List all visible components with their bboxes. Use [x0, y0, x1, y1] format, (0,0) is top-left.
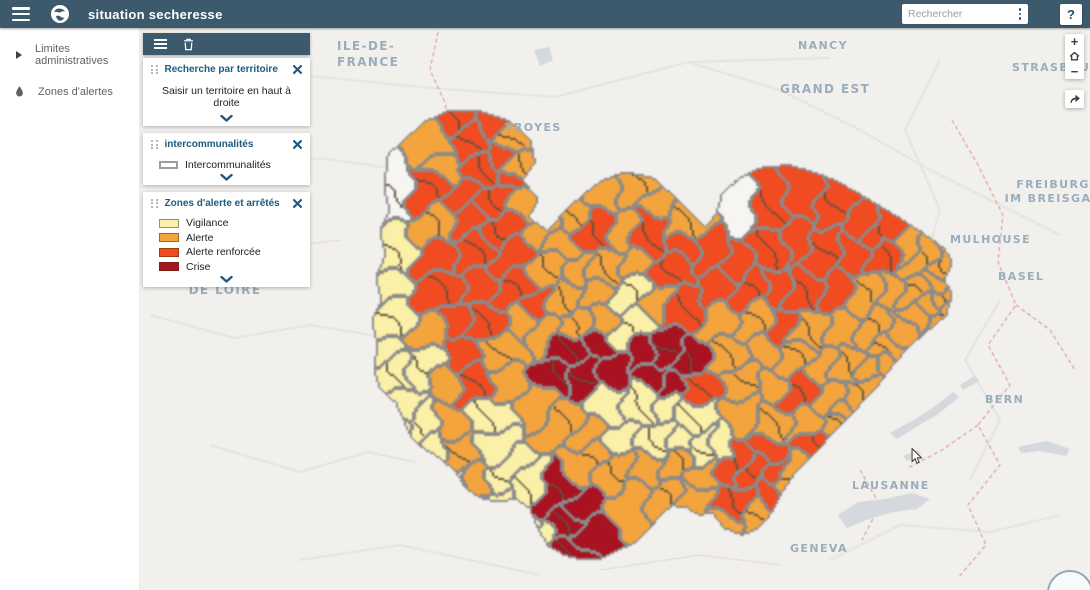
legend-label: Vigilance: [186, 217, 229, 229]
sidebar-item-label: Limites administratives: [35, 43, 109, 67]
zoom-out-button[interactable]: −: [1065, 64, 1084, 79]
zoom-in-button[interactable]: +: [1065, 34, 1084, 49]
search-box: [902, 4, 1028, 24]
sidebar-item-limites-administratives[interactable]: Limites administratives: [0, 34, 139, 76]
legend-item: Intercommunalités: [159, 159, 302, 171]
alerte-swatch: [159, 233, 179, 242]
drag-handle-icon[interactable]: [151, 65, 159, 74]
globe-icon: [51, 5, 69, 23]
trash-icon[interactable]: [183, 38, 194, 51]
sidebar-item-zones-alertes[interactable]: Zones d'alertes: [0, 76, 139, 107]
chevron-right-icon: [16, 51, 22, 59]
panel-recherche-par-territoire: Recherche par territoire Saisir un terri…: [143, 58, 310, 126]
sidebar-item-label: Zones d'alertes: [38, 85, 113, 98]
chevron-down-icon[interactable]: [220, 115, 233, 122]
drag-handle-icon[interactable]: [151, 198, 159, 208]
intercommunalites-swatch: [159, 160, 178, 169]
help-button[interactable]: ?: [1060, 3, 1082, 25]
panel-body-text: Saisir un territoire en haut à droite: [162, 85, 291, 109]
app-title: situation secheresse: [88, 6, 223, 22]
legend-item: Alerte: [159, 232, 302, 244]
panel-title: Recherche par territoire: [164, 64, 278, 75]
widget-stack: Recherche par territoire Saisir un terri…: [143, 33, 310, 287]
close-icon[interactable]: [293, 198, 302, 208]
app-header: situation secheresse ?: [0, 0, 1090, 28]
share-arrow-icon: [1069, 94, 1080, 103]
legend-label: Alerte: [186, 231, 214, 244]
legend-label: Intercommunalités: [185, 158, 271, 171]
list-icon[interactable]: [154, 39, 167, 49]
legend-item: Vigilance: [159, 217, 302, 229]
droplet-icon: [16, 86, 23, 97]
widget-toolbar: [143, 33, 310, 55]
close-icon[interactable]: [293, 140, 302, 149]
sidebar: Limites administratives Zones d'alertes: [0, 28, 140, 590]
kebab-menu-icon[interactable]: [1018, 6, 1023, 22]
vigilance-swatch: [159, 218, 179, 228]
panel-title: Zones d'alerte et arrêtés: [164, 197, 280, 209]
search-input[interactable]: [908, 8, 1018, 20]
zoom-controls: + −: [1065, 34, 1084, 79]
panel-title: intercommunalités: [164, 139, 254, 150]
home-icon: [1069, 51, 1080, 61]
crise-swatch: [159, 262, 179, 271]
panel-intercommunalites: intercommunalités Intercommunalités: [143, 133, 310, 185]
legend-item: Alerte renforcée: [159, 246, 302, 258]
drag-handle-icon[interactable]: [151, 140, 159, 149]
panel-zones-alerte-arretes: Zones d'alerte et arrêtés Vigilance Aler…: [143, 191, 310, 287]
legend-item: Crise: [159, 261, 302, 273]
alerte-renforcee-swatch: [159, 247, 179, 257]
legend-label: Alerte renforcée: [186, 246, 261, 258]
chevron-down-icon[interactable]: [220, 173, 233, 181]
map-viewport[interactable]: ILE-DE- FRANCE TROYES NANCY STRASBOURG G…: [140, 28, 1090, 590]
menu-icon[interactable]: [12, 7, 30, 21]
home-button[interactable]: [1065, 49, 1084, 64]
share-button[interactable]: [1065, 90, 1084, 108]
close-icon[interactable]: [293, 65, 302, 74]
legend-label: Crise: [186, 260, 211, 273]
chevron-down-icon[interactable]: [220, 275, 233, 283]
map-controls: + −: [1065, 34, 1084, 108]
